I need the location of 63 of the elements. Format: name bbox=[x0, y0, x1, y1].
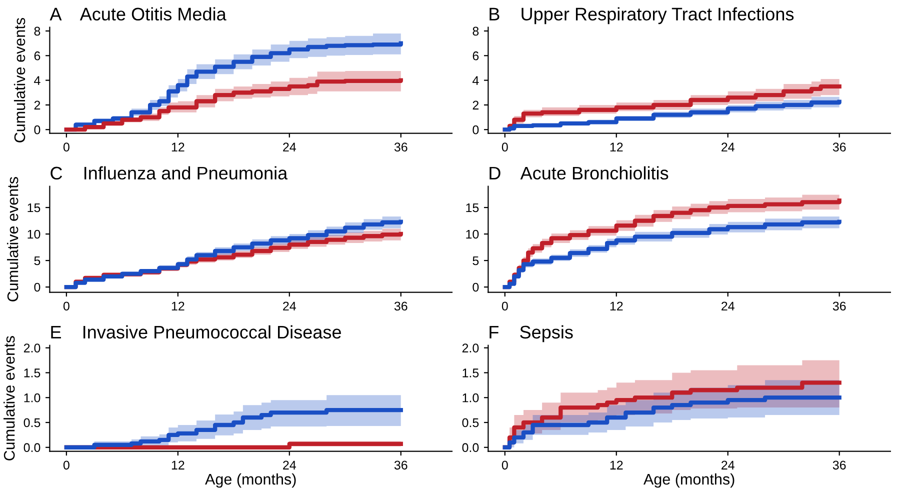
x-tick-label: 24 bbox=[283, 302, 296, 310]
y-tick-label: 10 bbox=[28, 230, 40, 239]
x-tick-label: 0 bbox=[502, 460, 508, 470]
y-tick-label: 2.0 bbox=[462, 344, 479, 352]
y-tick-label: 2 bbox=[472, 100, 479, 110]
y-tick-label: 1.5 bbox=[24, 368, 40, 378]
y-axis-title: Cumulative events bbox=[14, 18, 26, 142]
y-tick-label: 1.5 bbox=[462, 368, 479, 378]
x-tick-label: 36 bbox=[394, 302, 408, 311]
x-tick-label: 0 bbox=[502, 142, 508, 152]
y-tick-label: 15 bbox=[28, 203, 40, 212]
y-tick-label: 4 bbox=[34, 76, 40, 85]
x-tick-label: 24 bbox=[722, 302, 734, 310]
x-tick-label: 24 bbox=[722, 460, 734, 470]
x-tick-label: 0 bbox=[63, 460, 70, 470]
y-tick-label: 0.0 bbox=[24, 443, 40, 452]
y-tick-label: 0 bbox=[34, 282, 40, 292]
x-tick-label: 12 bbox=[172, 302, 184, 310]
y-tick-label: 10 bbox=[466, 230, 479, 239]
chart-title: B Upper Respiratory Tract Infections bbox=[490, 7, 794, 24]
y-tick-label: 6 bbox=[472, 51, 479, 60]
y-tick-label: 8 bbox=[472, 26, 479, 36]
y-tick-label: 1.0 bbox=[24, 393, 40, 402]
y-axis-title: Cumulative events bbox=[6, 177, 18, 302]
x-tick-label: 36 bbox=[394, 142, 408, 152]
y-tick-label: 0.0 bbox=[462, 443, 479, 452]
x-axis-title: Age (months) bbox=[643, 473, 734, 488]
y-tick-label: 5 bbox=[34, 256, 40, 266]
chart-title: D Acute Bronchiolitis bbox=[490, 166, 668, 180]
y-tick-label: 0 bbox=[472, 282, 479, 292]
chart-title: F Sepsis bbox=[490, 325, 573, 342]
x-tick-label: 0 bbox=[63, 302, 70, 311]
y-tick-label: 8 bbox=[34, 26, 40, 36]
y-tick-label: 6 bbox=[34, 51, 40, 60]
x-tick-label: 12 bbox=[610, 460, 623, 470]
y-tick-label: 5 bbox=[472, 256, 479, 266]
x-tick-label: 36 bbox=[832, 460, 846, 470]
y-tick-label: 2 bbox=[34, 100, 40, 110]
x-tick-label: 24 bbox=[283, 142, 296, 152]
y-tick-label: 15 bbox=[466, 203, 479, 212]
x-tick-label: 12 bbox=[172, 460, 184, 470]
chart-title: A Acute Otitis Media bbox=[50, 7, 226, 21]
x-tick-label: 12 bbox=[172, 142, 184, 152]
x-tick-label: 36 bbox=[394, 460, 408, 470]
y-tick-label: 0 bbox=[34, 125, 40, 134]
x-tick-label: 36 bbox=[832, 142, 846, 152]
x-tick-label: 24 bbox=[283, 460, 296, 470]
y-tick-label: 1.0 bbox=[462, 393, 479, 402]
y-tick-label: 0.5 bbox=[24, 418, 40, 428]
y-axis-title: Cumulative events bbox=[4, 336, 15, 460]
x-tick-label: 36 bbox=[832, 302, 846, 311]
x-tick-label: 24 bbox=[722, 142, 734, 152]
chart-title: E Invasive Pneumococcal Disease bbox=[51, 325, 341, 339]
x-tick-label: 0 bbox=[63, 142, 70, 152]
y-tick-label: 2.0 bbox=[24, 344, 40, 352]
y-tick-label: 0 bbox=[472, 125, 479, 134]
x-tick-label: 0 bbox=[502, 302, 508, 311]
y-tick-label: 0.5 bbox=[462, 418, 479, 428]
x-axis-title: Age (months) bbox=[205, 473, 296, 488]
x-tick-label: 12 bbox=[610, 142, 623, 152]
y-tick-label: 4 bbox=[472, 76, 479, 85]
chart-title: C Influenza and Pneumonia bbox=[50, 166, 288, 180]
x-tick-label: 12 bbox=[610, 302, 623, 310]
